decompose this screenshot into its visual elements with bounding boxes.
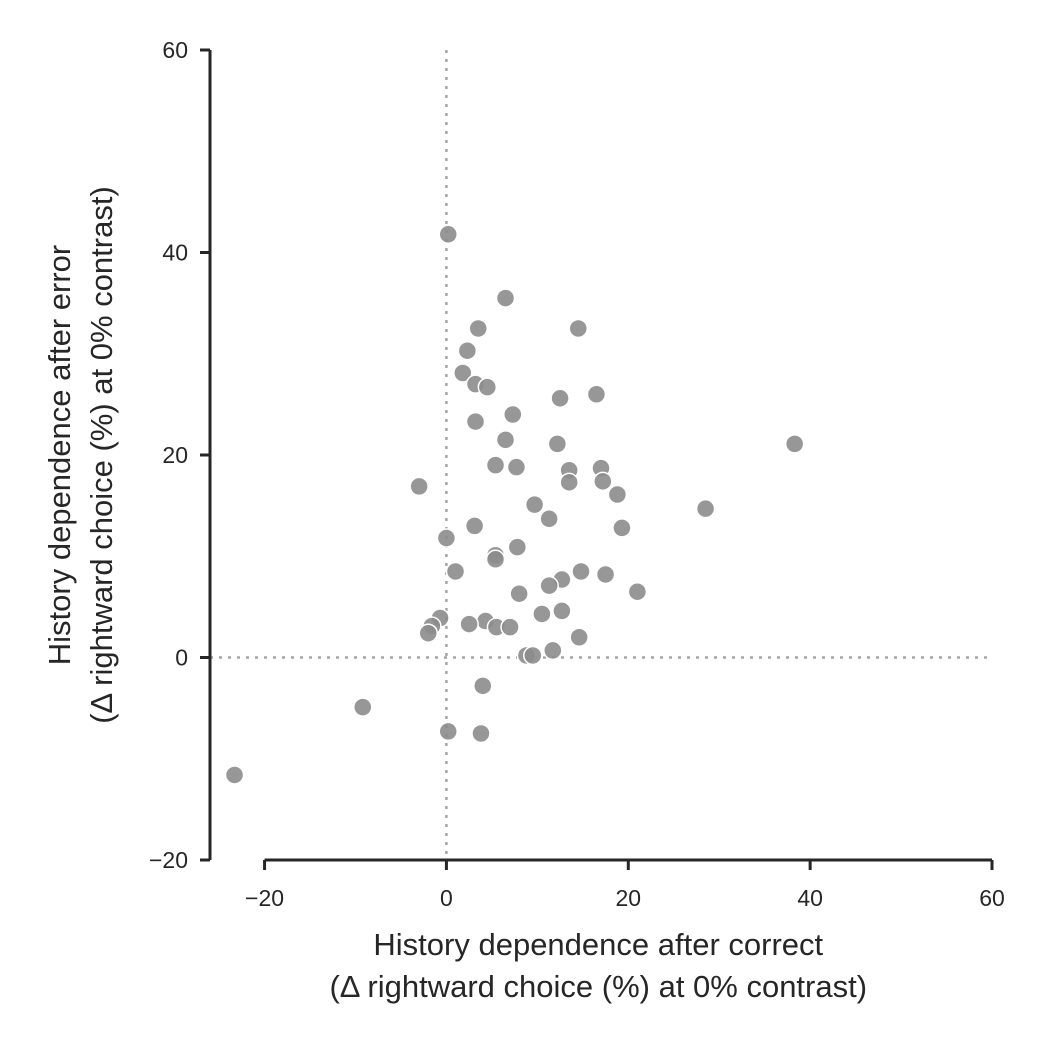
data-point xyxy=(464,516,485,536)
data-point xyxy=(409,476,429,497)
data-point xyxy=(569,627,589,647)
data-point xyxy=(612,518,632,538)
data-point xyxy=(593,471,613,492)
data-point xyxy=(485,455,506,475)
data-point xyxy=(547,434,568,454)
data-point xyxy=(500,617,520,637)
x-tick-label: −20 xyxy=(245,885,284,911)
data-point xyxy=(523,645,543,666)
data-point xyxy=(485,549,506,570)
y-tick-label: 0 xyxy=(175,645,188,671)
data-point xyxy=(568,318,589,339)
data-point xyxy=(477,377,498,397)
y-tick-label: 40 xyxy=(162,240,188,266)
data-point xyxy=(586,384,607,404)
x-tick-label: 0 xyxy=(440,885,453,911)
data-points xyxy=(224,224,805,785)
data-point xyxy=(506,457,527,477)
x-tick-label: 40 xyxy=(797,885,823,911)
data-point xyxy=(507,537,528,557)
data-point xyxy=(539,509,559,529)
axis-titles: History dependence after correct (Δ right… xyxy=(42,186,867,1004)
y-tick-label: 60 xyxy=(162,37,188,63)
data-point xyxy=(445,561,466,582)
data-point xyxy=(559,472,579,493)
y-axis-title-line: History dependence after error xyxy=(42,245,77,665)
data-point xyxy=(627,581,648,602)
y-axis-title-line: (Δ rightward choice (%) at 0% contrast) xyxy=(84,186,119,724)
x-tick-label: 60 xyxy=(979,885,1005,911)
y-tick-label: −20 xyxy=(149,847,188,873)
data-point xyxy=(503,404,523,425)
data-point xyxy=(607,484,628,505)
data-point xyxy=(459,614,479,634)
data-point xyxy=(524,494,545,515)
data-point xyxy=(495,288,516,308)
data-point xyxy=(465,411,486,432)
data-point xyxy=(471,723,491,744)
data-point xyxy=(543,640,563,661)
data-point xyxy=(438,721,458,742)
data-point xyxy=(571,561,591,582)
data-point xyxy=(552,601,572,621)
data-point xyxy=(495,430,516,450)
data-point xyxy=(453,363,473,383)
y-tick-label: 20 xyxy=(162,442,188,468)
data-point xyxy=(695,498,716,519)
data-point xyxy=(436,528,457,548)
data-point xyxy=(473,676,493,696)
x-tick-label: 20 xyxy=(615,885,641,911)
data-point xyxy=(539,575,559,596)
data-point xyxy=(784,434,805,454)
data-point xyxy=(418,623,438,643)
data-point xyxy=(457,340,478,361)
reference-lines xyxy=(210,50,992,860)
x-axis-title-line: History dependence after correct xyxy=(373,927,823,962)
axes: −20 0 20 40 60 −20 0 20 40 60 xyxy=(149,37,1005,911)
data-point xyxy=(509,583,529,604)
data-point xyxy=(353,697,373,717)
data-point xyxy=(595,564,616,585)
data-point xyxy=(438,224,458,245)
data-point xyxy=(468,318,488,339)
x-axis-title-line: (Δ rightward choice (%) at 0% contrast) xyxy=(329,969,867,1004)
data-point xyxy=(224,765,245,785)
data-point xyxy=(532,604,552,624)
data-point xyxy=(550,388,570,409)
